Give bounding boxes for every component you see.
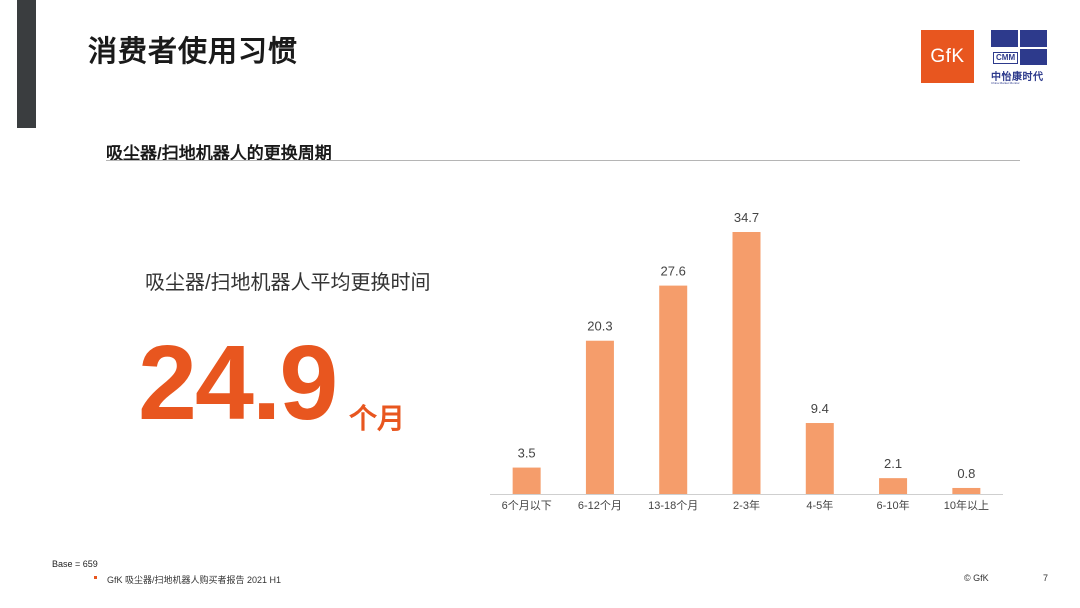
bar-2 <box>659 285 688 494</box>
section-subtitle: 吸尘器/扫地机器人的更换周期 <box>106 144 332 163</box>
average-unit: 个月 <box>349 403 406 434</box>
x-tick-label-0: 6个月以下 <box>502 499 552 512</box>
bar-value-label-4: 9.4 <box>811 401 829 416</box>
page-title: 消费者使用习惯 <box>88 36 299 68</box>
source-note: GfK 吸尘器/扫地机器人购买者报告 2021 H1 <box>107 575 282 585</box>
average-label: 吸尘器/扫地机器人平均更换时间 <box>145 272 431 294</box>
subtitle-divider <box>106 160 1020 161</box>
cmm-logo: CMM 中怡康时代 China Market Monitor <box>989 30 1049 85</box>
gfk-logo-text: GfK <box>930 45 965 67</box>
source-bullet <box>94 576 97 579</box>
bar-0 <box>512 467 541 494</box>
bar-value-label-2: 27.6 <box>661 264 686 279</box>
bar-1 <box>585 340 614 494</box>
bar-4 <box>805 423 834 494</box>
left-accent-bar <box>17 0 36 128</box>
bar-6 <box>952 487 981 494</box>
base-note: Base = 659 <box>52 559 98 569</box>
copyright: © GfK <box>964 573 989 583</box>
cmm-logo-subtext: China Market Monitor <box>991 81 1020 85</box>
bar-value-label-0: 3.5 <box>518 446 536 461</box>
bar-value-label-5: 2.1 <box>884 456 902 471</box>
x-tick-label-2: 13-18个月 <box>648 499 698 512</box>
cmm-logo-name: 中怡康时代 <box>991 72 1044 83</box>
gfk-logo: GfK <box>921 30 974 83</box>
x-tick-label-5: 6-10年 <box>877 498 910 512</box>
bar-5 <box>879 478 908 494</box>
bar-value-label-6: 0.8 <box>957 466 975 481</box>
x-tick-label-1: 6-12个月 <box>578 499 622 512</box>
x-tick-label-3: 2-3年 <box>733 498 760 512</box>
cmm-logo-mark <box>991 30 1047 66</box>
x-tick-label-6: 10年以上 <box>944 498 989 512</box>
cmm-logo-box-text: CMM <box>993 52 1019 64</box>
bar-3 <box>732 232 761 494</box>
bar-value-label-3: 34.7 <box>734 210 759 225</box>
page-number: 7 <box>1043 573 1049 583</box>
bar-value-label-1: 20.3 <box>587 319 612 334</box>
x-tick-label-4: 4-5年 <box>806 498 833 512</box>
average-value: 24.9 <box>138 324 338 442</box>
